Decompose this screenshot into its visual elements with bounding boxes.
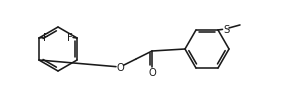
Text: F: F xyxy=(67,33,73,43)
Text: S: S xyxy=(223,25,229,35)
Text: O: O xyxy=(116,62,124,72)
Text: F: F xyxy=(43,33,49,43)
Text: O: O xyxy=(148,67,156,77)
